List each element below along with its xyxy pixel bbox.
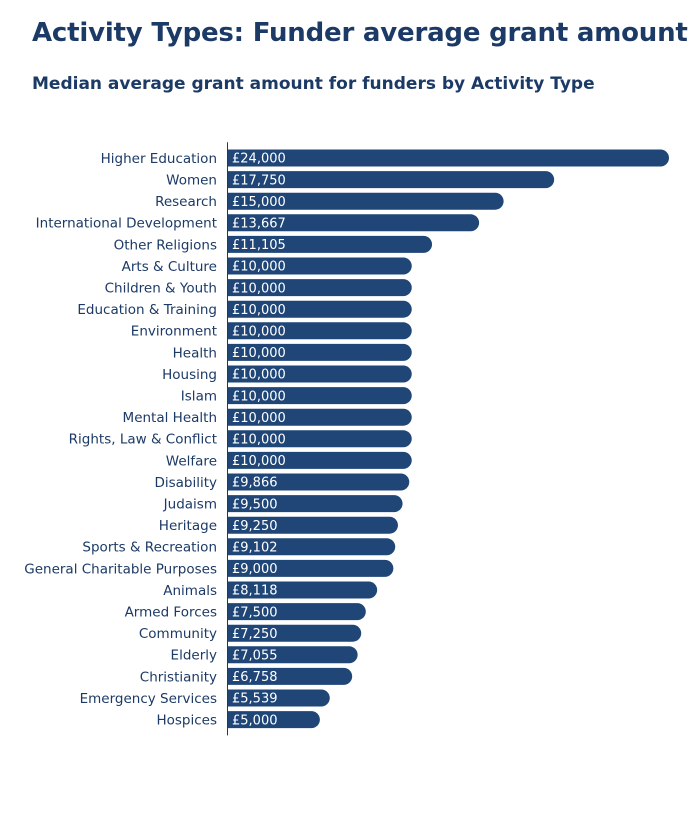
value-label-emergency-services: £5,539: [232, 692, 278, 707]
value-label-sports-and-recreation: £9,102: [232, 540, 278, 555]
bar-christianity: [228, 667, 353, 685]
bar-health: [228, 343, 412, 361]
value-label-disability: £9,866: [232, 476, 278, 491]
category-label-arts-and-culture: Arts & Culture: [122, 259, 217, 275]
bar-animals: [228, 581, 378, 599]
value-label-other-religions: £11,105: [232, 238, 286, 253]
category-label-judaism: Judaism: [163, 496, 217, 512]
category-label-general-charitable-purposes: General Charitable Purposes: [24, 561, 217, 577]
bar-international-development: [228, 214, 480, 232]
category-label-elderly: Elderly: [171, 648, 217, 664]
category-label-mental-health: Mental Health: [123, 410, 217, 426]
category-label-emergency-services: Emergency Services: [80, 691, 217, 707]
bar-sports-and-recreation: [228, 538, 396, 556]
bar-education-and-training: [228, 300, 412, 318]
value-label-rights-law-and-conflict: £10,000: [232, 432, 286, 447]
value-label-higher-education: £24,000: [232, 152, 286, 167]
value-label-international-development: £13,667: [232, 216, 286, 231]
value-label-arts-and-culture: £10,000: [232, 260, 286, 275]
bar-higher-education: [228, 149, 669, 167]
bar-emergency-services: [228, 689, 330, 707]
bar-women: [228, 171, 555, 189]
bar-islam: [228, 387, 412, 405]
value-label-children-and-youth: £10,000: [232, 281, 286, 296]
bars-group: [228, 149, 669, 729]
chart-subtitle: Median average grant amount for funders …: [32, 74, 595, 94]
value-label-hospices: £5,000: [232, 713, 278, 728]
category-label-education-and-training: Education & Training: [77, 302, 217, 318]
bar-research: [228, 192, 504, 210]
value-label-islam: £10,000: [232, 389, 286, 404]
bar-judaism: [228, 495, 403, 513]
category-label-housing: Housing: [162, 367, 217, 383]
category-labels-group: Higher Education Women Research Internation…: [24, 151, 217, 729]
value-labels-group: £24,000 £17,750 £15,000 £13,667 £11,105 £10,0…: [232, 152, 286, 729]
category-label-higher-education: Higher Education: [101, 151, 217, 167]
category-label-welfare: Welfare: [166, 453, 217, 469]
bar-heritage: [228, 516, 398, 534]
bar-housing: [228, 365, 412, 383]
category-label-other-religions: Other Religions: [114, 237, 217, 253]
value-label-research: £15,000: [232, 195, 286, 210]
bar-community: [228, 624, 362, 642]
value-label-environment: £10,000: [232, 324, 286, 339]
value-label-general-charitable-purposes: £9,000: [232, 562, 278, 577]
category-label-research: Research: [155, 194, 217, 210]
category-label-environment: Environment: [131, 324, 217, 340]
value-label-armed-forces: £7,500: [232, 605, 278, 620]
value-label-elderly: £7,055: [232, 648, 278, 663]
category-label-international-development: International Development: [36, 216, 217, 232]
value-label-welfare: £10,000: [232, 454, 286, 469]
value-label-judaism: £9,500: [232, 497, 278, 512]
category-label-animals: Animals: [163, 583, 217, 599]
category-label-heritage: Heritage: [159, 518, 217, 534]
value-label-community: £7,250: [232, 627, 278, 642]
bar-elderly: [228, 646, 358, 664]
bar-general-charitable-purposes: [228, 559, 394, 577]
category-label-sports-and-recreation: Sports & Recreation: [82, 540, 217, 556]
category-label-health: Health: [173, 345, 217, 361]
category-label-disability: Disability: [154, 475, 217, 491]
category-label-hospices: Hospices: [156, 712, 217, 728]
category-label-women: Women: [166, 172, 217, 188]
value-label-christianity: £6,758: [232, 670, 278, 685]
bar-mental-health: [228, 408, 412, 426]
category-label-rights-law-and-conflict: Rights, Law & Conflict: [69, 432, 217, 448]
value-label-heritage: £9,250: [232, 519, 278, 534]
bar-armed-forces: [228, 603, 366, 621]
value-label-animals: £8,118: [232, 584, 278, 599]
category-label-armed-forces: Armed Forces: [125, 604, 217, 620]
category-label-christianity: Christianity: [140, 669, 217, 685]
value-label-education-and-training: £10,000: [232, 303, 286, 318]
category-label-islam: Islam: [181, 388, 217, 404]
bar-rights-law-and-conflict: [228, 430, 412, 448]
bar-children-and-youth: [228, 279, 412, 297]
chart-title: Activity Types: Funder average grant amo…: [32, 18, 688, 48]
value-label-mental-health: £10,000: [232, 411, 286, 426]
category-label-children-and-youth: Children & Youth: [105, 280, 217, 296]
bar-welfare: [228, 451, 412, 469]
value-label-women: £17,750: [232, 173, 286, 188]
bar-hospices: [228, 711, 320, 729]
value-label-housing: £10,000: [232, 368, 286, 383]
value-label-health: £10,000: [232, 346, 286, 361]
bar-arts-and-culture: [228, 257, 412, 275]
bar-disability: [228, 473, 410, 491]
category-label-community: Community: [139, 626, 217, 642]
bar-environment: [228, 322, 412, 340]
bar-other-religions: [228, 235, 433, 253]
